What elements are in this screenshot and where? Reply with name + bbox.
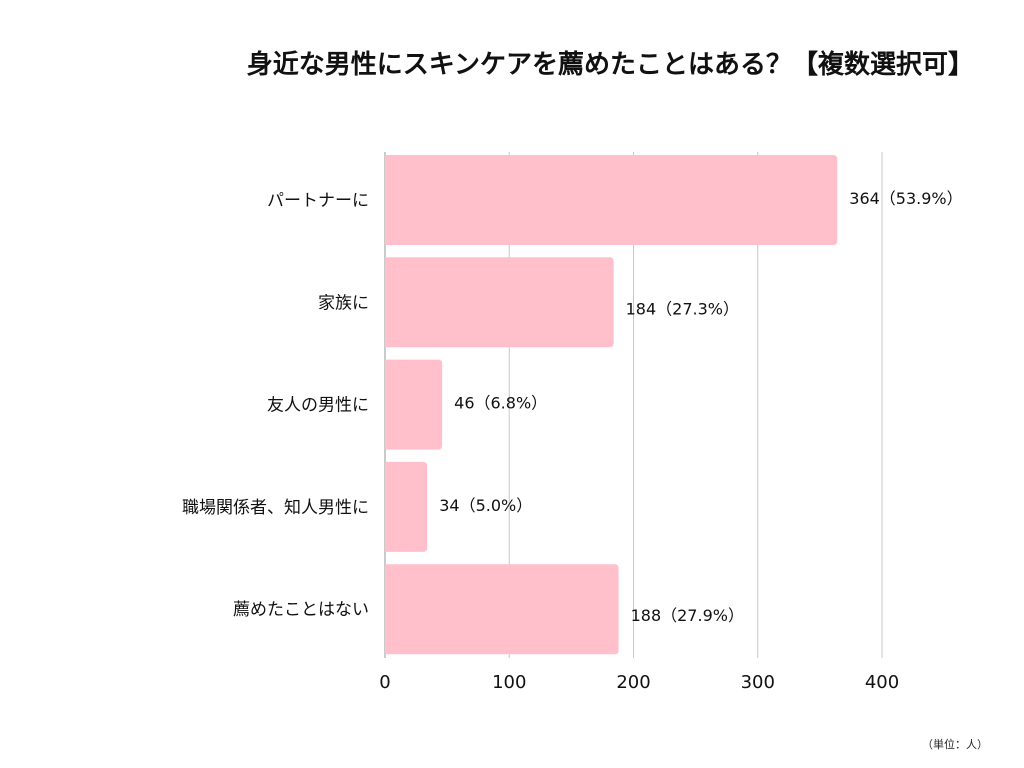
labels-layer: 0 100 200 300 400 パートナーに 364（53.9%） 家族に 184（27.3… <box>182 189 963 693</box>
category-label-3: 友人の男性に <box>267 396 369 416</box>
data-label-1: 364（53.9%） <box>849 189 962 208</box>
x-tick-label-200: 200 <box>616 672 650 693</box>
x-tick-label-300: 300 <box>741 672 775 693</box>
bar-5 <box>385 564 619 655</box>
data-label-5: 188（27.9%） <box>631 606 744 625</box>
category-label-5: 薦めたことはない <box>233 600 369 620</box>
data-label-2: 184（27.3%） <box>626 299 739 318</box>
bar-2 <box>385 257 614 348</box>
category-label-1: パートナーに <box>267 191 369 211</box>
bar-3 <box>385 359 443 450</box>
bar-4 <box>385 461 428 552</box>
x-tick-label-0: 0 <box>379 672 390 693</box>
category-label-4: 職場関係者、知人男性に <box>182 498 369 518</box>
x-tick-label-100: 100 <box>492 672 526 693</box>
chart-title: 身近な男性にスキンケアを薦めたことはある？【複数選択可】 <box>246 50 974 80</box>
data-label-3: 46（6.8%） <box>454 394 547 413</box>
data-label-4: 34（5.0%） <box>439 496 532 515</box>
bars-layer <box>385 155 838 655</box>
x-tick-label-400: 400 <box>865 672 899 693</box>
unit-note: （単位：人） <box>922 738 988 751</box>
category-label-2: 家族に <box>318 293 369 313</box>
bar-1 <box>385 155 838 245</box>
